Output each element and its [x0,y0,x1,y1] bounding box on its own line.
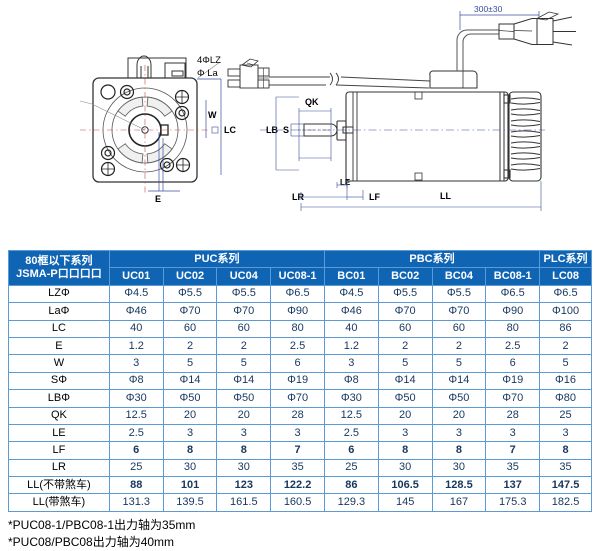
svg-text:LC: LC [224,125,236,135]
svg-text:LL: LL [440,191,451,201]
svg-text:LF: LF [369,192,380,202]
svg-text:E: E [155,194,161,204]
svg-text:QK: QK [305,97,319,107]
svg-text:S: S [283,125,289,135]
svg-text:LE: LE [340,178,351,187]
svg-text:Φ La: Φ La [197,68,219,79]
svg-text:W: W [208,110,217,120]
svg-text:LB: LB [266,125,278,135]
svg-text:300±30: 300±30 [474,4,503,14]
svg-text:4ΦLZ: 4ΦLZ [197,55,221,66]
